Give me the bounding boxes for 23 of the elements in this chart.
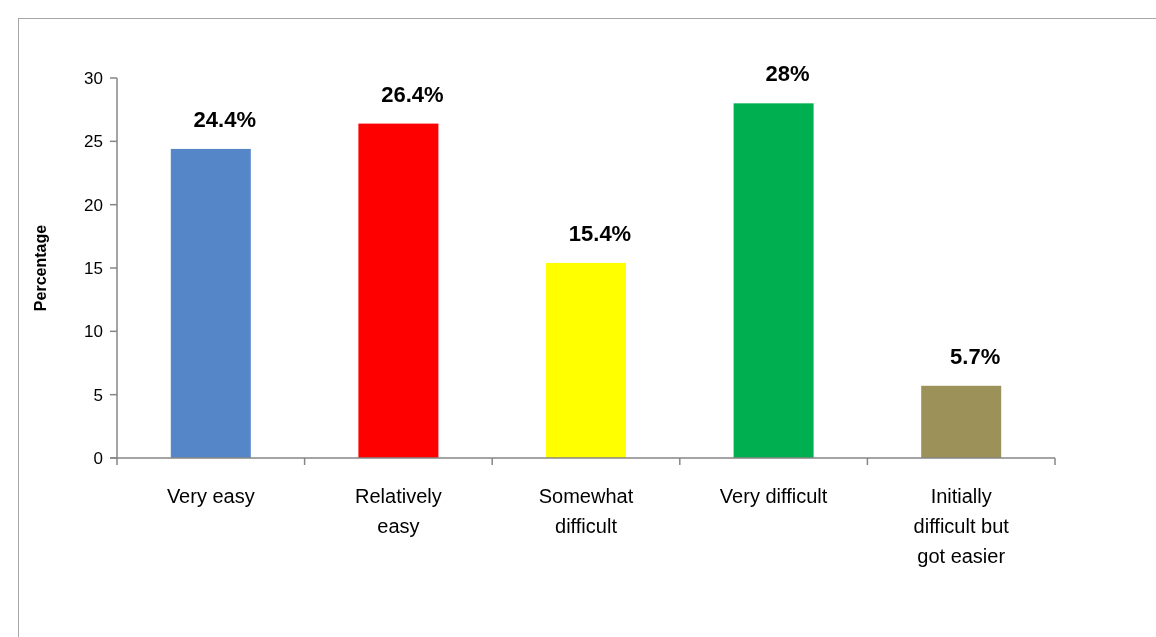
data-label: 26.4%: [381, 81, 444, 107]
y-tick-label: 25: [84, 132, 103, 152]
y-tick-label: 20: [84, 195, 103, 215]
bar: [546, 262, 626, 458]
y-tick-label: 10: [84, 322, 103, 342]
bar: [733, 103, 814, 458]
y-tick-label: 30: [84, 68, 103, 88]
x-tick-label: Relatively easy: [355, 485, 442, 537]
bar: [170, 148, 251, 458]
x-tick-label: Very difficult: [719, 485, 828, 507]
y-tick-label: 15: [84, 258, 103, 278]
bar: [921, 385, 1002, 458]
data-label: 15.4%: [568, 220, 632, 246]
x-tick-label: Initially difficult but got easier: [913, 485, 1010, 567]
data-label: 24.4%: [193, 106, 256, 132]
y-tick-label: 5: [93, 385, 103, 405]
y-axis-title: Percentage: [32, 224, 49, 312]
x-tick-label: Very easy: [166, 485, 255, 507]
data-label: 28%: [765, 61, 810, 87]
x-tick-label: Somewhat difficult: [538, 485, 634, 537]
y-tick-label: 0: [93, 448, 103, 468]
bar: [358, 123, 439, 458]
data-label: 5.7%: [950, 343, 1001, 369]
